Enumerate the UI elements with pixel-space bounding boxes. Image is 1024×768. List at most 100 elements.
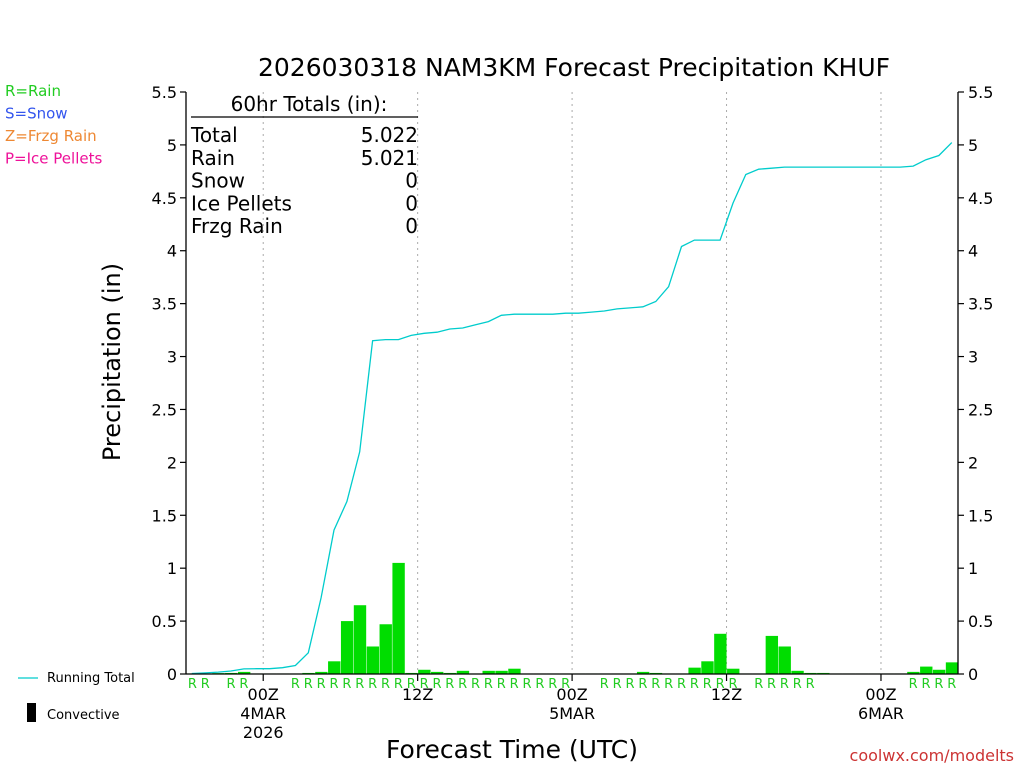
y-tick-label-left: 3.5 <box>152 295 177 314</box>
precip-bar <box>636 671 650 674</box>
y-tick-label-left: 2 <box>167 453 177 472</box>
precip-type-legend: R=Rain S=Snow Z=Frzg Rain P=Ice Pellets <box>5 82 102 168</box>
totals-row-label: Total <box>190 123 238 147</box>
type-legend-item: R=Rain <box>5 82 61 100</box>
totals-row-label: Frzg Rain <box>191 214 283 238</box>
precip-bar <box>688 667 701 674</box>
precip-type-marker: R <box>767 677 776 692</box>
y-tick-label-left: 1 <box>167 559 177 578</box>
precip-type-marker: R <box>806 677 815 692</box>
precip-bar <box>714 633 727 674</box>
totals-row-label: Ice Pellets <box>191 191 292 215</box>
precip-bar <box>366 646 380 674</box>
precip-type-marker: R <box>355 677 364 692</box>
precip-type-marker: R <box>407 677 416 692</box>
precip-bar <box>727 668 740 674</box>
running-total-series <box>191 142 953 675</box>
chart-title: 2026030318 NAM3KM Forecast Precipitation… <box>258 53 890 82</box>
credit-text: coolwx.com/modelts <box>850 746 1014 765</box>
x-tick-label: 4MAR <box>240 704 286 723</box>
precip-type-marker: R <box>445 677 454 692</box>
precip-bar <box>431 671 444 674</box>
x-tick-label: 5MAR <box>549 704 595 723</box>
precip-type-marker: R <box>291 677 300 692</box>
precip-bar <box>778 646 791 674</box>
precip-type-marker: R <box>728 677 737 692</box>
y-tick-label-left: 1.5 <box>152 506 177 525</box>
precip-type-marker: R <box>703 677 712 692</box>
precip-type-marker: R <box>793 677 802 692</box>
x-tick-label: 12Z <box>402 685 433 704</box>
precip-bar <box>392 562 405 674</box>
precip-type-marker: R <box>201 677 210 692</box>
legend-convective: Convective <box>27 703 120 723</box>
precip-bar <box>495 670 508 674</box>
precip-type-marker: R <box>239 677 248 692</box>
grid-lines <box>262 92 882 674</box>
precip-type-marker: R <box>947 677 956 692</box>
precip-bar <box>508 668 521 674</box>
x-tick-label: 12Z <box>711 685 742 704</box>
y-tick-label-right: 0.5 <box>968 612 993 631</box>
precip-type-marker: R <box>317 677 326 692</box>
precip-type-marker: R <box>510 677 519 692</box>
legend-running-total: Running Total <box>18 671 135 686</box>
y-tick-label-left: 2.5 <box>152 400 177 419</box>
totals-row-value: 5.021 <box>361 146 418 170</box>
precip-bar <box>456 670 470 674</box>
precip-type-marker: R <box>754 677 763 692</box>
precip-type-marker: R <box>651 677 660 692</box>
precip-bar <box>791 670 804 674</box>
y-tick-label-left: 0 <box>167 665 177 684</box>
precip-type-marker: R <box>561 677 570 692</box>
precip-type-marker: R <box>625 677 634 692</box>
type-legend-item: Z=Frzg Rain <box>5 127 97 145</box>
y-axis-label: Precipitation (in) <box>98 263 126 461</box>
precip-type-marker: R <box>934 677 943 692</box>
y-tick-label-right: 3.5 <box>968 295 993 314</box>
totals-box: 60hr Totals (in): Total 5.022 Rain 5.021 Snow… <box>190 92 418 238</box>
precip-type-marker: R <box>381 677 390 692</box>
running-total-line <box>191 142 953 675</box>
x-tick-label: 6MAR <box>858 704 904 723</box>
y-tick-label-left: 5 <box>167 136 177 155</box>
precip-type-marker: R <box>909 677 918 692</box>
precip-bar <box>237 671 251 674</box>
totals-row-label: Rain <box>191 146 235 170</box>
totals-row-value: 5.022 <box>361 123 418 147</box>
precip-type-marker: R <box>664 677 673 692</box>
precip-type-marker: R <box>780 677 789 692</box>
x-tick-label: 00Z <box>865 685 896 704</box>
precip-type-marker: R <box>458 677 467 692</box>
precip-type-marker: R <box>535 677 544 692</box>
precip-bar <box>482 670 495 674</box>
y-tick-label-right: 5 <box>968 136 978 155</box>
precip-type-marker: R <box>497 677 506 692</box>
precip-bar <box>418 669 431 674</box>
precip-type-marker: R <box>188 677 197 692</box>
precip-bar <box>340 621 354 674</box>
precip-type-marker: R <box>227 677 236 692</box>
y-tick-label-right: 2 <box>968 453 978 472</box>
precip-bar <box>932 669 946 674</box>
convective-label: Convective <box>47 708 120 723</box>
precip-type-marker: R <box>613 677 622 692</box>
precip-type-marker: R <box>523 677 532 692</box>
y-tick-label-right: 1 <box>968 559 978 578</box>
precip-type-marker: R <box>600 677 609 692</box>
precip-type-marker: R <box>922 677 931 692</box>
y-tick-label-left: 4.5 <box>152 189 177 208</box>
y-tick-label-right: 3 <box>968 348 978 367</box>
precip-bar <box>353 605 367 674</box>
precip-type-marker: R <box>690 677 699 692</box>
y-tick-label-right: 2.5 <box>968 400 993 419</box>
x-tick-label: 2026 <box>243 723 284 742</box>
precip-bar <box>920 666 933 674</box>
precip-type-marker: R <box>420 677 429 692</box>
precip-bar <box>315 671 328 674</box>
precip-bar <box>765 635 779 674</box>
y-tick-label-left: 0.5 <box>152 612 177 631</box>
totals-row-value: 0 <box>405 169 418 193</box>
